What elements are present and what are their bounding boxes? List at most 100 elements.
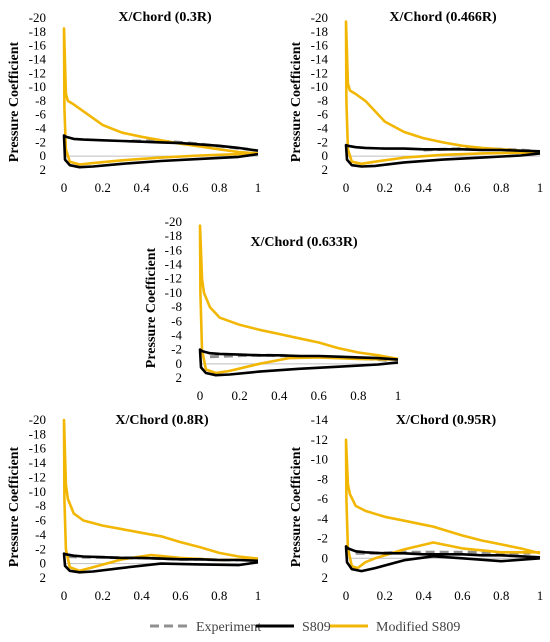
y-tick-label: -10 [29, 484, 46, 499]
x-tick-label: 0.6 [172, 180, 189, 195]
y-tick-label: -16 [311, 38, 329, 53]
y-tick-label: 0 [322, 148, 329, 163]
x-tick-label: 0.6 [454, 180, 471, 195]
y-tick-label: -2 [317, 531, 328, 546]
series-line-modified-s809 [198, 224, 399, 375]
y-tick-label: -4 [35, 121, 46, 136]
y-axis-label: Pressure Coefficient [289, 446, 304, 567]
y-tick-label: -16 [29, 38, 47, 53]
y-tick-label: -18 [29, 426, 46, 441]
series-line-s809 [198, 348, 399, 377]
y-tick-label: -10 [311, 452, 328, 467]
y-tick-label: 2 [176, 370, 183, 385]
x-tick-label: 0.2 [95, 180, 111, 195]
series-line-modified-s809 [344, 438, 541, 570]
y-tick-label: -4 [317, 121, 328, 136]
series-line-s809 [62, 552, 259, 574]
chart-title: X/Chord (0.633R) [250, 235, 358, 250]
x-tick-label: 1 [255, 180, 262, 195]
y-tick-label: -8 [35, 498, 46, 513]
legend: Experiment S809 Modified S809 [150, 620, 460, 635]
x-tick-label: 0 [61, 180, 68, 195]
x-tick-label: 0 [61, 588, 68, 603]
x-tick-label: 1 [537, 588, 544, 603]
y-tick-label: -14 [311, 51, 329, 66]
series-line-modified-s809 [62, 27, 259, 166]
y-tick-label: -18 [311, 24, 328, 39]
x-tick-label: 0.2 [377, 588, 393, 603]
chart-title: X/Chord (0.8R) [115, 413, 209, 428]
y-tick-label: -8 [35, 93, 46, 108]
x-tick-label: 0.8 [350, 388, 366, 403]
chart-title: X/Chord (0.95R) [396, 413, 497, 428]
y-tick-label: -18 [165, 228, 182, 243]
series-line-modified-s809 [62, 418, 259, 573]
y-tick-label: -2 [317, 134, 328, 149]
x-tick-label: 1 [395, 388, 402, 403]
legend-label: Experiment [196, 620, 261, 635]
y-tick-label: -12 [29, 469, 46, 484]
x-tick-label: 0.6 [454, 588, 471, 603]
x-tick-label: 0.8 [493, 588, 509, 603]
y-tick-label: -8 [171, 299, 182, 314]
y-tick-label: -20 [165, 214, 182, 229]
y-tick-label: -6 [317, 491, 328, 506]
y-axis-label: Pressure Coefficient [289, 41, 304, 162]
y-tick-label: -20 [311, 10, 328, 25]
y-tick-label: 0 [40, 556, 47, 571]
y-tick-label: -2 [171, 342, 182, 357]
x-tick-label: 0 [343, 588, 350, 603]
x-tick-label: 0.4 [133, 588, 150, 603]
y-tick-label: -12 [311, 432, 328, 447]
y-axis-label: Pressure Coefficient [7, 446, 22, 567]
y-tick-label: -20 [29, 10, 46, 25]
series-line-s809 [344, 143, 541, 168]
x-tick-label: 0.4 [415, 180, 432, 195]
x-tick-label: 0.4 [133, 180, 150, 195]
y-tick-label: -20 [29, 412, 46, 427]
series-line-modified-s809 [344, 20, 541, 166]
y-tick-label: -12 [311, 65, 328, 80]
y-tick-label: -16 [165, 242, 183, 257]
y-tick-label: 2 [40, 162, 47, 177]
chart-title: X/Chord (0.3R) [118, 10, 212, 25]
x-tick-label: 0.2 [95, 588, 111, 603]
y-tick-label: -14 [165, 257, 183, 272]
x-tick-label: 0 [197, 388, 204, 403]
y-tick-label: -12 [165, 271, 182, 286]
y-tick-label: 0 [322, 550, 329, 565]
x-tick-label: 0.2 [231, 388, 247, 403]
y-tick-label: -18 [29, 24, 46, 39]
x-tick-label: 0 [343, 180, 350, 195]
y-tick-label: -14 [311, 412, 329, 427]
x-tick-label: 0.4 [415, 588, 432, 603]
x-tick-label: 0.2 [377, 180, 393, 195]
y-tick-label: -4 [317, 511, 328, 526]
y-tick-label: -6 [317, 107, 328, 122]
x-tick-label: 0.6 [311, 388, 328, 403]
y-tick-label: -12 [29, 65, 46, 80]
y-axis-label: Pressure Coefficient [7, 41, 22, 162]
y-tick-label: -4 [171, 327, 182, 342]
y-tick-label: -6 [171, 313, 182, 328]
y-tick-label: 0 [40, 148, 47, 163]
y-tick-label: -4 [35, 527, 46, 542]
y-tick-label: -14 [29, 51, 47, 66]
legend-label: Modified S809 [376, 620, 460, 635]
x-tick-label: 1 [537, 180, 544, 195]
y-tick-label: -8 [317, 471, 328, 486]
x-tick-label: 0.4 [271, 388, 288, 403]
chart-title: X/Chord (0.466R) [389, 10, 497, 25]
series-line-s809 [62, 134, 259, 169]
y-tick-label: -2 [35, 541, 46, 556]
y-tick-label: -2 [35, 134, 46, 149]
x-tick-label: 0.8 [211, 180, 227, 195]
y-tick-label: -14 [29, 455, 47, 470]
x-tick-label: 0.8 [493, 180, 509, 195]
y-axis-label: Pressure Coefficient [144, 247, 159, 368]
y-tick-label: -8 [317, 93, 328, 108]
